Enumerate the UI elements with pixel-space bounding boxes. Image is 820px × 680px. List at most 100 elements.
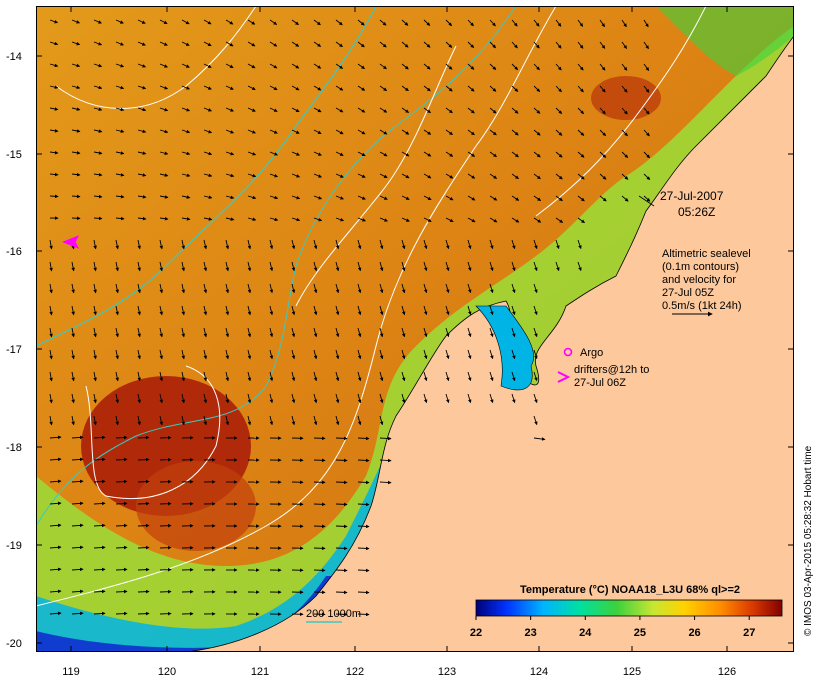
- velocity-arrow: [269, 195, 279, 200]
- velocity-arrow: [137, 349, 141, 360]
- velocity-arrow: [423, 283, 428, 294]
- colorbar: [475, 599, 783, 617]
- velocity-arrow: [511, 129, 519, 136]
- velocity-arrow: [599, 151, 607, 158]
- velocity-arrow: [49, 283, 53, 294]
- velocity-arrow: [379, 63, 387, 70]
- velocity-arrow: [93, 349, 97, 360]
- velocity-arrow: [115, 327, 119, 338]
- velocity-arrow: [71, 349, 75, 360]
- velocity-arrow: [71, 545, 84, 550]
- velocity-arrow: [181, 371, 186, 382]
- velocity-arrow: [357, 239, 362, 250]
- velocity-arrow: [159, 107, 169, 112]
- velocity-arrow: [555, 217, 564, 223]
- velocity-arrow: [93, 457, 106, 462]
- velocity-arrow: [445, 19, 453, 27]
- velocity-arrow: [115, 19, 124, 24]
- velocity-arrow: [71, 283, 75, 294]
- velocity-arrow: [115, 129, 125, 133]
- velocity-arrow: [489, 151, 497, 158]
- velocity-arrow: [93, 172, 103, 177]
- velocity-arrow: [423, 63, 431, 70]
- velocity-arrow: [489, 63, 497, 71]
- velocity-arrow: [203, 371, 208, 382]
- velocity-arrow: [401, 63, 409, 70]
- velocity-arrow: [159, 283, 164, 294]
- velocity-arrow: [49, 63, 59, 68]
- velocity-arrow: [181, 261, 186, 272]
- velocity-arrow: [357, 19, 365, 26]
- velocity-arrow: [247, 85, 256, 91]
- velocity-arrow: [643, 195, 651, 202]
- velocity-arrow: [159, 63, 168, 68]
- velocity-arrow: [511, 19, 518, 27]
- velocity-arrow: [181, 239, 186, 250]
- velocity-arrow: [115, 107, 125, 112]
- velocity-arrow: [159, 239, 164, 250]
- velocity-arrow: [357, 327, 362, 338]
- velocity-arrow: [225, 261, 230, 272]
- velocity-arrow: [247, 327, 252, 338]
- colorbar-title: Temperature (°C) NOAA18_L3U 68% ql>=2: [520, 584, 740, 596]
- velocity-arrow: [313, 63, 322, 69]
- velocity-arrow: [203, 63, 212, 68]
- velocity-arrow: [203, 41, 212, 47]
- velocity-arrow: [357, 415, 362, 426]
- velocity-arrow: [313, 129, 322, 135]
- velocity-arrow: [291, 107, 300, 113]
- velocity-arrow: [247, 239, 252, 250]
- velocity-arrow: [511, 195, 520, 201]
- velocity-arrow: [49, 371, 53, 382]
- velocity-arrow: [71, 194, 81, 199]
- velocity-arrow: [71, 457, 84, 462]
- velocity-arrow: [643, 129, 650, 137]
- velocity-arrow: [511, 217, 520, 223]
- velocity-arrow: [269, 371, 274, 382]
- velocity-arrow: [335, 327, 340, 338]
- velocity-arrow: [335, 568, 348, 573]
- velocity-arrow: [203, 239, 208, 250]
- lat-axis: [36, 55, 794, 644]
- velocity-arrow: [489, 85, 497, 92]
- velocity-arrow: [335, 458, 348, 463]
- velocity-arrow: [115, 501, 128, 506]
- velocity-arrow: [335, 217, 345, 222]
- depth-legend-label: 200 1000m: [306, 608, 361, 620]
- velocity-arrow: [423, 107, 431, 114]
- velocity-arrow: [181, 173, 191, 177]
- velocity-arrow: [115, 349, 119, 360]
- velocity-arrow: [401, 173, 410, 179]
- velocity-arrow: [467, 107, 475, 114]
- velocity-arrow: [467, 63, 475, 70]
- velocity-arrow: [137, 523, 150, 528]
- velocity-arrow: [357, 107, 366, 113]
- velocity-arrow: [313, 19, 321, 26]
- velocity-arrow: [137, 19, 146, 24]
- velocity-arrow: [225, 19, 234, 25]
- velocity-arrow: [401, 327, 406, 338]
- velocity-arrow: [401, 19, 409, 26]
- lon-tick-label: 121: [251, 666, 269, 678]
- velocity-arrow: [49, 393, 53, 404]
- velocity-arrow: [489, 107, 497, 114]
- velocity-arrow: [643, 173, 651, 181]
- velocity-arrow: [335, 393, 340, 404]
- velocity-arrow: [555, 85, 562, 93]
- velocity-arrow: [203, 129, 213, 134]
- velocity-arrow: [115, 567, 128, 572]
- velocity-arrow: [71, 107, 81, 111]
- velocity-arrow: [291, 393, 296, 404]
- velocity-arrow: [269, 151, 278, 156]
- velocity-arrow: [511, 41, 518, 49]
- colorbar-tick-label: 22: [470, 627, 482, 639]
- velocity-arrow: [247, 393, 252, 404]
- velocity-arrow: [467, 19, 474, 27]
- velocity-arrow: [379, 85, 388, 91]
- velocity-arrow: [159, 151, 169, 155]
- velocity-arrow: [467, 283, 472, 294]
- velocity-arrow: [357, 217, 366, 222]
- velocity-arrow: [489, 19, 496, 27]
- velocity-arrow: [599, 129, 607, 137]
- velocity-arrow: [357, 371, 362, 382]
